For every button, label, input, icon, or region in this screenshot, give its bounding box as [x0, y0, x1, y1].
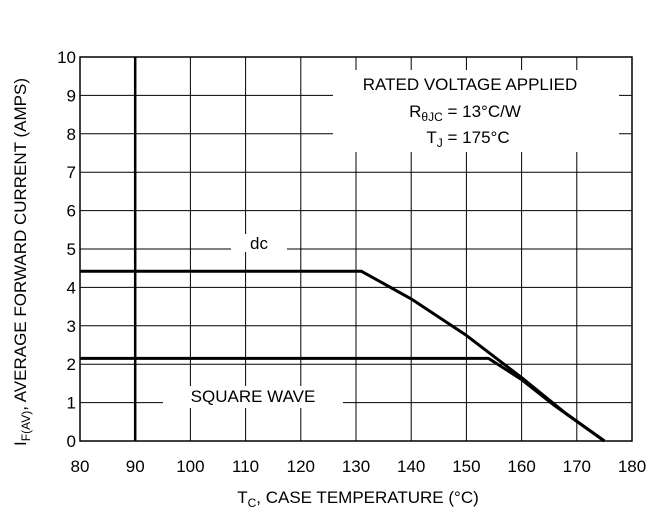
y-axis-label: IF(AV), AVERAGE FORWARD CURRENT (AMPS) — [11, 78, 33, 446]
y-tick-label: 0 — [67, 432, 76, 451]
x-tick-label: 80 — [71, 457, 90, 476]
x-tick-label: 100 — [176, 457, 204, 476]
plot-frame — [79, 56, 633, 442]
annotation-line-1: RATED VOLTAGE APPLIED — [363, 75, 577, 94]
annotation-line-2: RθJC = 13°C/W — [409, 102, 521, 124]
x-axis-label: TC, CASE TEMPERATURE (°C) — [237, 488, 479, 510]
y-tick-label: 1 — [67, 394, 76, 413]
dc-label-bg — [231, 234, 287, 252]
x-tick-label: 120 — [287, 457, 315, 476]
series-line-square-wave — [80, 356, 606, 443]
y-tick-label: 10 — [57, 48, 76, 67]
y-tick-label: 9 — [67, 86, 76, 105]
y-tick-label: 6 — [67, 202, 76, 221]
x-tick-label: 130 — [342, 457, 370, 476]
x-tick-labels: 80 90 100 110 120 130 140 150 160 170 180 — [71, 457, 647, 476]
y-tick-label: 5 — [67, 240, 76, 259]
series-layer — [80, 269, 606, 443]
x-tick-label: 150 — [452, 457, 480, 476]
y-tick-label: 4 — [67, 278, 76, 297]
series-label-square-wave: SQUARE WAVE — [191, 387, 316, 406]
x-tick-label: 180 — [618, 457, 646, 476]
x-tick-label: 140 — [397, 457, 425, 476]
annotation-line-3: TJ = 175°C — [426, 128, 509, 150]
y-tick-label: 3 — [67, 317, 76, 336]
x-tick-label: 170 — [563, 457, 591, 476]
annotation-box — [333, 70, 619, 152]
y-tick-label: 2 — [67, 355, 76, 374]
x-tick-label: 160 — [507, 457, 535, 476]
square-wave-label-bg — [163, 386, 343, 408]
x-tick-label: 90 — [126, 457, 145, 476]
x-tick-label: 110 — [232, 457, 259, 476]
y-tick-label: 8 — [67, 125, 76, 144]
y-tick-labels: 0 1 2 3 4 5 6 7 8 9 10 — [57, 48, 76, 451]
series-label-dc: dc — [250, 234, 268, 253]
y-tick-label: 7 — [67, 163, 76, 182]
series-line-dc — [80, 269, 606, 443]
